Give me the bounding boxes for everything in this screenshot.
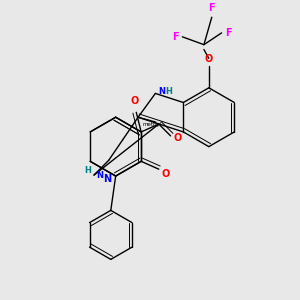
Text: O: O — [205, 54, 213, 64]
Text: N: N — [103, 174, 111, 184]
Text: O: O — [162, 169, 170, 179]
Text: O: O — [173, 133, 182, 143]
Text: F: F — [172, 32, 178, 42]
Text: N: N — [158, 87, 165, 96]
Text: methyl: methyl — [143, 122, 162, 127]
Text: O: O — [130, 96, 138, 106]
Text: F: F — [226, 28, 232, 38]
Text: H: H — [84, 166, 91, 175]
Text: F: F — [208, 3, 215, 13]
Text: H: H — [165, 87, 172, 96]
Text: N: N — [96, 171, 103, 180]
